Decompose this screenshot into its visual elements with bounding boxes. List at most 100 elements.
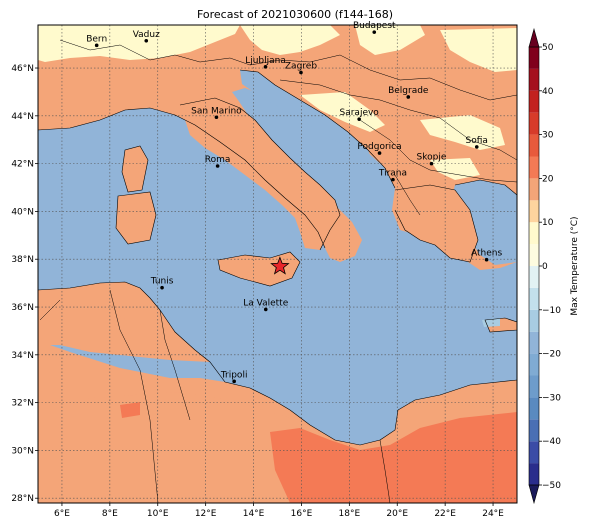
lat-tick-label: 42°N [11, 160, 34, 170]
lat-tick-label: 30°N [11, 446, 34, 456]
lat-tick-label: 38°N [11, 255, 34, 265]
lat-tick-label: 32°N [11, 399, 34, 409]
corsica-island [122, 146, 148, 192]
colorbar-bin [529, 419, 539, 442]
colorbar-bin [529, 178, 539, 201]
colorbar: −50 −40 −30 −20 −10 0 10 20 30 40 50 Max Temperatu… [528, 27, 580, 505]
alps-mild-region [38, 25, 240, 62]
colorbar-bin [529, 156, 539, 179]
city-label: Ljubljana [245, 56, 286, 66]
city-label: Skopje [417, 153, 447, 163]
colorbar-bin [529, 353, 539, 376]
lon-tick-label: 16°E [291, 509, 313, 519]
hot-patch [120, 402, 140, 418]
city-dot [144, 38, 149, 43]
city-dot [484, 257, 489, 262]
city-label: San Marino [191, 106, 242, 116]
country-borders [39, 39, 518, 504]
colorbar-tick-label: 10 [542, 218, 554, 228]
map-panel: 6°E 8°E 10°E 12°E 14°E 16°E 18°E 20°E 22°E 24°E 2… [11, 21, 518, 519]
city-dot [263, 65, 268, 69]
city-label: Roma [205, 155, 231, 165]
colorbar-tick-label: 40 [542, 87, 554, 97]
colorbar-bin [529, 134, 539, 157]
event-marker [270, 256, 290, 275]
city-dot [474, 145, 479, 149]
lon-tick-label: 20°E [386, 509, 408, 519]
city-dot [214, 115, 219, 120]
city-dot [94, 43, 99, 48]
colorbar-tick-label: −20 [542, 350, 561, 360]
lat-tick-label: 36°N [11, 303, 34, 313]
lat-tick-label: 44°N [11, 112, 34, 122]
colorbar-tick-label: −30 [542, 393, 561, 403]
colorbar-bin [529, 68, 539, 91]
colorbar-bin [529, 112, 539, 135]
colorbar-tick-label: 50 [542, 43, 554, 53]
city-dot [357, 117, 361, 121]
city-dot [377, 151, 382, 155]
lon-tick-labels: 6°E 8°E 10°E 12°E 14°E 16°E 18°E 20°E 22°E 24°E [54, 503, 504, 519]
alps-east-mild-region [240, 25, 340, 55]
city-label: Tirana [378, 169, 407, 179]
colorbar-label: Max Temperature (°C) [570, 216, 580, 315]
italy-peninsula [180, 98, 340, 250]
colorbar-ticks: −50 −40 −30 −20 −10 0 10 20 30 40 50 [539, 43, 561, 491]
aegean-sea [450, 180, 517, 265]
colorbar-tick-label: −40 [542, 437, 561, 447]
colorbar-bin [529, 266, 539, 288]
city-label: Tripoli [220, 370, 248, 380]
lat-tick-label: 34°N [11, 351, 34, 361]
colorbar-tick-label: 30 [542, 131, 554, 141]
colorbar-bin [529, 375, 539, 398]
lon-tick-label: 22°E [434, 509, 456, 519]
city-label: Zagreb [285, 62, 317, 72]
star-icon [270, 256, 290, 275]
city-dot [160, 285, 164, 290]
city-dot [263, 307, 268, 312]
figure-title: Forecast of 2021030600 (f144-168) [197, 8, 393, 21]
colorbar-bin [529, 244, 539, 266]
colorbar-bins [528, 27, 540, 505]
colorbar-extend-max [528, 27, 540, 48]
colorbar-bin [529, 397, 539, 420]
adriatic-sea [240, 70, 370, 155]
colorbar-tick-label: −10 [542, 306, 561, 316]
lat-tick-labels: 28°N 30°N 32°N 34°N 36°N 38°N 40°N 42°N 44°N 46°N [11, 64, 38, 504]
lat-tick-label: 46°N [11, 64, 34, 74]
lon-tick-label: 18°E [339, 509, 361, 519]
city-dot [299, 70, 303, 75]
colorbar-bin [529, 287, 539, 310]
dinaric-mild-region [300, 92, 385, 132]
coastlines [37, 69, 518, 446]
colorbar-bin [529, 463, 539, 485]
city-dot [232, 379, 236, 384]
lat-tick-label: 40°N [11, 207, 34, 217]
northeast-mild-region [440, 28, 517, 72]
city-label: Vaduz [133, 30, 160, 40]
colorbar-extend-min [528, 484, 540, 505]
crete-cool-patch [482, 318, 500, 327]
lat-tick-label: 28°N [11, 494, 34, 504]
sardinia-island [116, 192, 156, 244]
city-dot [429, 161, 434, 166]
lon-tick-label: 12°E [195, 509, 217, 519]
colorbar-tick-label: 0 [542, 262, 548, 272]
city-label: Podgorica [357, 142, 401, 152]
lon-tick-label: 14°E [243, 509, 265, 519]
rhodope-mild-region [430, 158, 480, 180]
city-dot [391, 177, 395, 182]
city-label: Bern [86, 34, 107, 44]
colorbar-bin [529, 441, 539, 464]
city-label: Sarajevo [340, 108, 380, 118]
lon-tick-label: 10°E [147, 509, 169, 519]
city-dot [406, 95, 411, 99]
colorbar-tick-label: −50 [542, 481, 561, 491]
map-frame [37, 24, 518, 504]
city-label: La Valette [243, 298, 288, 308]
city-dot [372, 30, 377, 34]
colorbar-bin [529, 309, 539, 332]
city-dot [215, 164, 220, 168]
